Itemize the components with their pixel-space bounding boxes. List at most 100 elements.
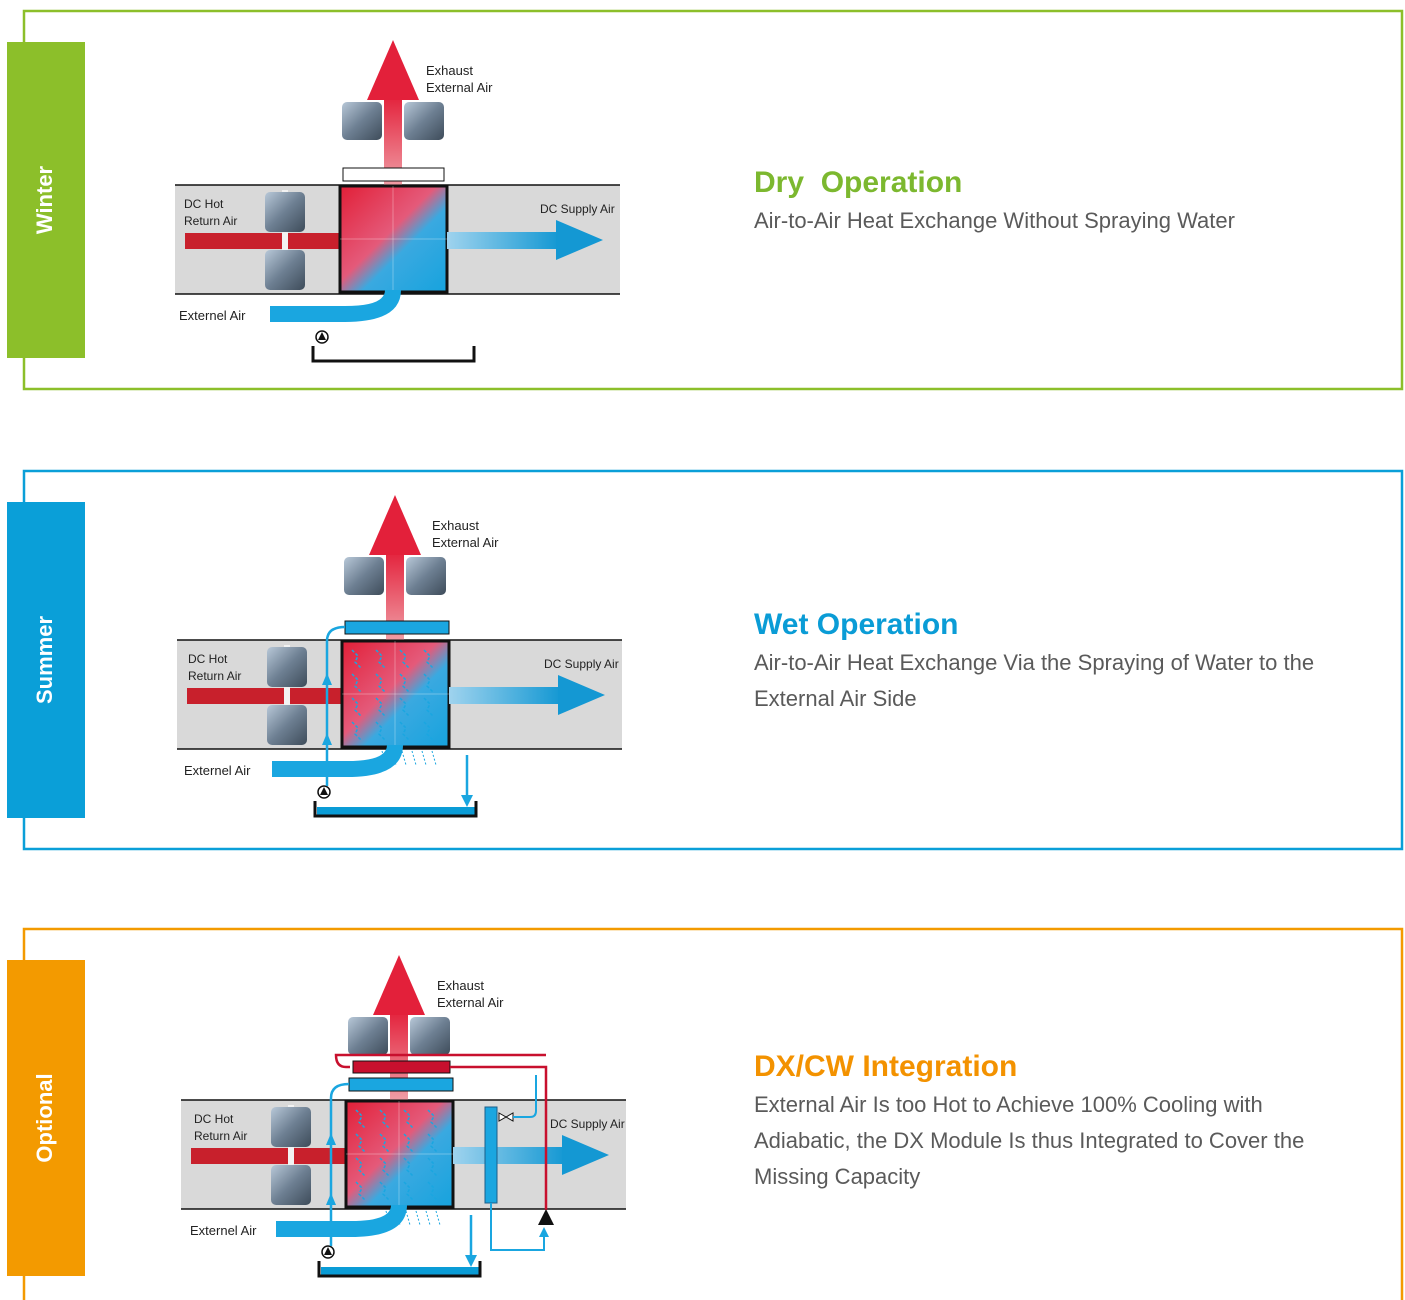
heat-exchanger (340, 639, 451, 749)
tab-label: Optional (32, 1073, 57, 1162)
fan (267, 647, 307, 687)
spray (375, 673, 386, 693)
supply-arrowhead (562, 1135, 609, 1175)
pipe-arrow (322, 733, 332, 745)
spray (403, 1181, 414, 1201)
basin (311, 346, 476, 363)
spray (379, 1109, 390, 1129)
exhaust-label: External Air (432, 535, 499, 550)
spray-drop (431, 750, 437, 766)
fan-divider (284, 645, 290, 745)
tab (7, 502, 85, 818)
exhaust-shaft (386, 550, 404, 642)
fan (267, 705, 307, 745)
water-pipe (325, 625, 346, 786)
cw-arrow (539, 1227, 549, 1237)
external-label: Externel Air (184, 763, 251, 778)
supply-arrow (453, 1147, 565, 1164)
drain-arrow (461, 795, 473, 807)
panel-title: Wet Operation (754, 608, 959, 641)
spray (399, 697, 410, 717)
external-air-arrow (272, 744, 403, 777)
spray-drop (421, 750, 427, 766)
fan (404, 102, 444, 140)
fan (410, 1017, 450, 1055)
spray (403, 1109, 414, 1129)
return-label: Return Air (188, 669, 241, 683)
external-label: Externel Air (190, 1223, 257, 1238)
spray (375, 649, 386, 669)
spray-bar (342, 167, 445, 182)
fan-divider (282, 190, 288, 290)
tab (7, 42, 85, 358)
panel-title: Dry Operation (754, 166, 963, 199)
panel-title: DX/CW Integration (754, 1050, 1018, 1083)
supply-arrowhead (558, 675, 605, 715)
water-basin (321, 1267, 479, 1275)
return-label: DC Hot (184, 197, 224, 211)
spray-bar (348, 1077, 454, 1092)
airflow-diagram: Exhaust External Air DC Hot Return Air DC Su… (177, 495, 622, 818)
water-basin (317, 807, 475, 815)
supply-label: DC Supply Air (544, 657, 619, 671)
external-label: Externel Air (179, 308, 246, 323)
spray-drop (405, 1210, 411, 1226)
supply-arrow (447, 232, 559, 249)
spray-drop (401, 750, 407, 766)
exhaust-label: External Air (426, 80, 493, 95)
spray (423, 697, 434, 717)
spray (355, 1133, 366, 1153)
spray (399, 673, 410, 693)
fan-divider (288, 1105, 294, 1205)
return-arrow (185, 233, 345, 249)
spray-drop (415, 1210, 421, 1226)
exhaust-arrow (369, 495, 421, 555)
dx-coil (352, 1060, 451, 1074)
exhaust-label: Exhaust (437, 978, 484, 993)
spray-drop (391, 750, 397, 766)
valve-line (513, 1075, 537, 1118)
spray (399, 649, 410, 669)
spray (351, 721, 362, 741)
spray (403, 1157, 414, 1177)
fan (348, 1017, 388, 1055)
spray-drop (395, 1210, 401, 1226)
pipe-arrow (326, 1133, 336, 1145)
supply-arrowhead (556, 220, 603, 260)
exhaust-label: Exhaust (426, 63, 473, 78)
basin (317, 1261, 482, 1278)
pump-symbol (320, 787, 328, 795)
exhaust-arrow (373, 955, 425, 1015)
spray (399, 721, 410, 741)
exhaust-label: External Air (437, 995, 504, 1010)
external-air-arrow (276, 1204, 407, 1237)
spray (379, 1133, 390, 1153)
water-pipe (329, 1082, 350, 1246)
spray (355, 1157, 366, 1177)
fan (342, 102, 382, 140)
airflow-diagram: Exhaust External Air DC Hot Return Air DC Su… (181, 955, 626, 1278)
refrigerant-pipe (334, 1053, 546, 1069)
dx-evaporator (484, 1106, 498, 1204)
fan (271, 1107, 311, 1147)
exhaust-label: Exhaust (432, 518, 479, 533)
compressor (538, 1209, 554, 1225)
spray-drop (381, 750, 387, 766)
spray (423, 721, 434, 741)
return-label: DC Hot (194, 1112, 234, 1126)
drain-arrow (465, 1255, 477, 1267)
exhaust-arrow (367, 40, 419, 100)
basin (313, 801, 478, 818)
spray (355, 1109, 366, 1129)
spray (423, 673, 434, 693)
spray (379, 1157, 390, 1177)
exhaust-shaft (384, 95, 402, 187)
spray-drop (385, 1210, 391, 1226)
fan (265, 192, 305, 232)
tab-label: Summer (32, 616, 57, 704)
external-air-arrow (270, 289, 401, 322)
spray (427, 1181, 438, 1201)
spray (427, 1157, 438, 1177)
panel-description: Air-to-Air Heat Exchange Via the Sprayin… (754, 650, 1315, 711)
